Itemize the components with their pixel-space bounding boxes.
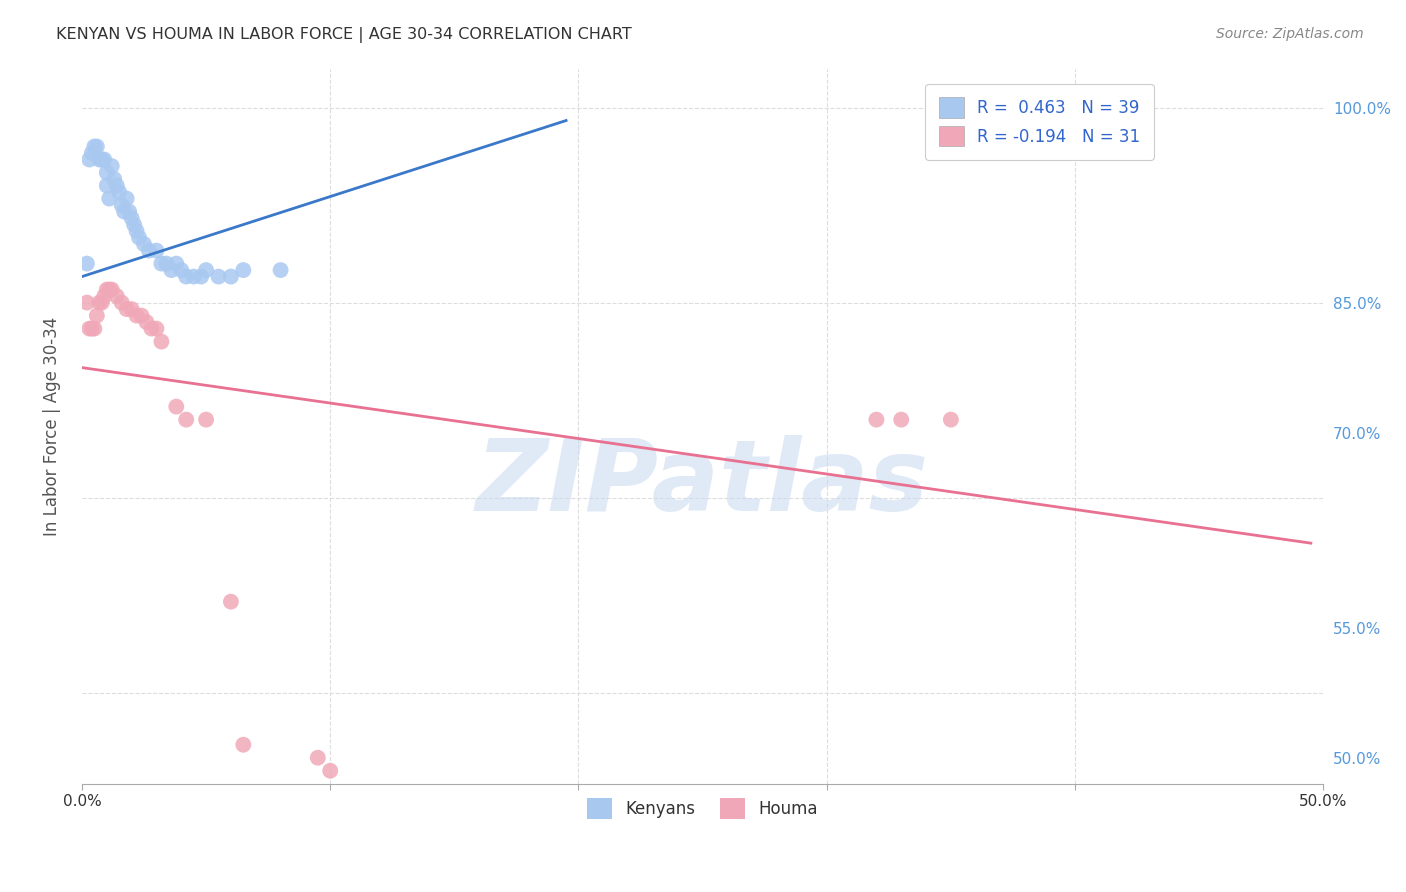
Point bbox=[121, 302, 143, 317]
Point bbox=[132, 237, 155, 252]
Legend: Kenyans, Houma: Kenyans, Houma bbox=[581, 792, 825, 825]
Point bbox=[90, 295, 112, 310]
Point bbox=[111, 198, 134, 212]
Point bbox=[80, 321, 103, 335]
Point bbox=[195, 412, 218, 426]
Point bbox=[307, 750, 329, 764]
Point bbox=[83, 321, 105, 335]
Point bbox=[219, 269, 242, 284]
Point bbox=[111, 295, 134, 310]
Point bbox=[105, 289, 128, 303]
Point bbox=[96, 165, 118, 179]
Y-axis label: In Labor Force | Age 30-34: In Labor Force | Age 30-34 bbox=[44, 317, 60, 536]
Text: KENYAN VS HOUMA IN LABOR FORCE | AGE 30-34 CORRELATION CHART: KENYAN VS HOUMA IN LABOR FORCE | AGE 30-… bbox=[56, 27, 631, 43]
Point bbox=[190, 269, 212, 284]
Point bbox=[207, 269, 229, 284]
Point bbox=[138, 244, 160, 258]
Point bbox=[939, 412, 962, 426]
Point bbox=[125, 224, 148, 238]
Point bbox=[155, 256, 177, 270]
Point bbox=[118, 204, 141, 219]
Point bbox=[86, 139, 108, 153]
Point bbox=[79, 153, 101, 167]
Point bbox=[108, 185, 131, 199]
Point bbox=[890, 412, 912, 426]
Point bbox=[115, 192, 138, 206]
Point bbox=[170, 263, 193, 277]
Point bbox=[165, 400, 187, 414]
Text: Source: ZipAtlas.com: Source: ZipAtlas.com bbox=[1216, 27, 1364, 41]
Point bbox=[219, 595, 242, 609]
Point bbox=[80, 146, 103, 161]
Point bbox=[96, 283, 118, 297]
Point bbox=[122, 218, 145, 232]
Point bbox=[232, 263, 254, 277]
Point bbox=[89, 295, 111, 310]
Point bbox=[165, 256, 187, 270]
Point bbox=[76, 295, 98, 310]
Point bbox=[86, 309, 108, 323]
Point bbox=[232, 738, 254, 752]
Point bbox=[96, 178, 118, 193]
Point bbox=[100, 159, 122, 173]
Point bbox=[103, 172, 125, 186]
Point bbox=[131, 309, 153, 323]
Point bbox=[150, 256, 173, 270]
Point bbox=[174, 412, 197, 426]
Point bbox=[145, 321, 167, 335]
Point bbox=[121, 211, 143, 225]
Point bbox=[76, 256, 98, 270]
Point bbox=[150, 334, 173, 349]
Point bbox=[145, 244, 167, 258]
Point bbox=[865, 412, 887, 426]
Point bbox=[270, 263, 292, 277]
Point bbox=[319, 764, 342, 778]
Point bbox=[100, 283, 122, 297]
Point bbox=[195, 263, 218, 277]
Point bbox=[93, 153, 115, 167]
Point bbox=[112, 204, 135, 219]
Point bbox=[105, 178, 128, 193]
Point bbox=[125, 309, 148, 323]
Point bbox=[141, 321, 163, 335]
Point bbox=[160, 263, 183, 277]
Point bbox=[135, 315, 157, 329]
Point bbox=[98, 192, 121, 206]
Text: ZIPatlas: ZIPatlas bbox=[477, 434, 929, 532]
Point bbox=[128, 230, 150, 244]
Point bbox=[183, 269, 205, 284]
Point bbox=[93, 289, 115, 303]
Point bbox=[174, 269, 197, 284]
Point bbox=[79, 321, 101, 335]
Point bbox=[89, 153, 111, 167]
Point bbox=[83, 139, 105, 153]
Point bbox=[90, 153, 112, 167]
Point bbox=[98, 283, 121, 297]
Point bbox=[115, 302, 138, 317]
